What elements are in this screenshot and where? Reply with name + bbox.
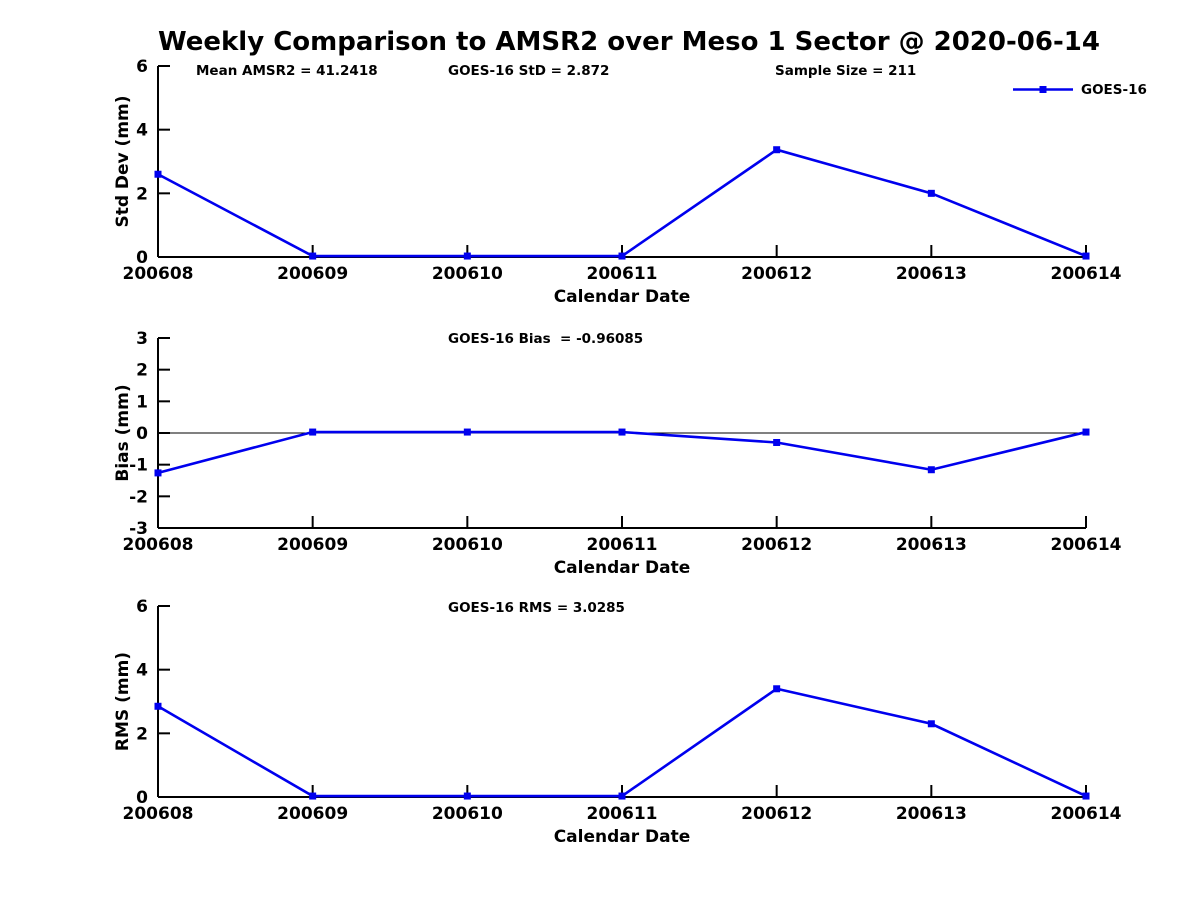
y-tick-label: 2 bbox=[136, 184, 148, 204]
y-tick-label: -3 bbox=[129, 519, 148, 539]
data-point-marker bbox=[1082, 792, 1090, 800]
data-point-marker bbox=[773, 439, 781, 446]
data-line bbox=[157, 687, 1087, 798]
y-tick-label: -2 bbox=[129, 487, 148, 507]
x-axis-label: Calendar Date bbox=[554, 558, 691, 578]
y-tick-label: 3 bbox=[136, 329, 148, 349]
y-tick-label: 2 bbox=[136, 724, 148, 744]
x-tick-label: 200614 bbox=[1051, 535, 1122, 555]
data-point-marker bbox=[927, 720, 935, 728]
data-point-marker bbox=[154, 170, 162, 178]
y-axis-label: RMS (mm) bbox=[113, 652, 133, 751]
legend-marker-sample bbox=[1039, 86, 1047, 93]
y-tick-label: 1 bbox=[136, 392, 148, 412]
y-tick-label: 6 bbox=[136, 597, 148, 617]
y-tick-label: 4 bbox=[136, 121, 148, 141]
x-tick-label: 200608 bbox=[123, 264, 194, 284]
annotation-text: GOES-16 RMS = 3.0285 bbox=[448, 600, 625, 616]
annotation-text: Sample Size = 211 bbox=[775, 63, 916, 79]
data-point-marker bbox=[618, 428, 626, 436]
x-tick-label: 200608 bbox=[123, 804, 194, 824]
x-tick-label: 200613 bbox=[896, 264, 967, 284]
data-point-marker bbox=[309, 428, 317, 436]
data-point-marker bbox=[463, 428, 471, 436]
x-tick-label: 200609 bbox=[277, 804, 348, 824]
annotation-text: GOES-16 Bias = -0.96085 bbox=[448, 331, 643, 347]
y-tick-label: 0 bbox=[136, 248, 148, 268]
y-tick-label: -1 bbox=[129, 456, 148, 476]
x-tick-label: 200614 bbox=[1051, 264, 1122, 284]
y-tick-label: 2 bbox=[136, 361, 148, 381]
x-tick-label: 200610 bbox=[432, 804, 503, 824]
x-tick-label: 200609 bbox=[277, 264, 348, 284]
y-tick-label: 0 bbox=[136, 424, 148, 444]
data-point-marker bbox=[927, 466, 935, 474]
annotation-text: GOES-16 StD = 2.872 bbox=[448, 63, 609, 79]
legend: GOES-16 bbox=[1013, 82, 1147, 98]
data-point-marker bbox=[154, 469, 162, 477]
data-point-marker bbox=[773, 146, 781, 154]
chart-panel-rms: 0 2 4 6 200608 200609 200610 200611 200612 200613… bbox=[113, 597, 1122, 847]
data-point-marker bbox=[463, 252, 471, 260]
data-point-marker bbox=[1082, 252, 1090, 260]
y-tick-label: 0 bbox=[136, 788, 148, 808]
data-point-marker bbox=[463, 792, 471, 800]
x-tick-label: 200610 bbox=[432, 535, 503, 555]
x-tick-label: 200608 bbox=[123, 535, 194, 555]
y-axis-label: Std Dev (mm) bbox=[113, 95, 133, 227]
x-axis-label: Calendar Date bbox=[554, 827, 691, 847]
chart-panel-std-dev: 0 2 4 6 200608 200609 200610 200611 200612 200613… bbox=[113, 57, 1147, 307]
data-point-marker bbox=[154, 702, 162, 710]
data-point-marker bbox=[309, 792, 317, 800]
data-point-marker bbox=[927, 189, 935, 197]
data-line bbox=[157, 430, 1087, 475]
x-tick-label: 200613 bbox=[896, 804, 967, 824]
x-tick-label: 200612 bbox=[741, 535, 812, 555]
x-tick-label: 200609 bbox=[277, 535, 348, 555]
x-tick-label: 200610 bbox=[432, 264, 503, 284]
x-tick-label: 200612 bbox=[741, 804, 812, 824]
data-point-marker bbox=[1082, 428, 1090, 436]
x-tick-label: 200614 bbox=[1051, 804, 1122, 824]
y-axis-label: Bias (mm) bbox=[113, 384, 133, 481]
x-tick-label: 200613 bbox=[896, 535, 967, 555]
data-point-marker bbox=[309, 252, 317, 260]
x-tick-label: 200612 bbox=[741, 264, 812, 284]
data-point-marker bbox=[618, 792, 626, 800]
data-line bbox=[157, 148, 1087, 258]
data-point-marker bbox=[773, 685, 781, 693]
y-tick-label: 4 bbox=[136, 661, 148, 681]
x-tick-label: 200611 bbox=[587, 804, 658, 824]
x-tick-label: 200611 bbox=[587, 264, 658, 284]
chart-panel-bias: -3 -2 -1 0 1 2 3 200608 200609 200610 200611 200612… bbox=[113, 329, 1122, 578]
x-tick-label: 200611 bbox=[587, 535, 658, 555]
data-point-marker bbox=[618, 252, 626, 260]
y-tick-label: 6 bbox=[136, 57, 148, 77]
annotation-text: Mean AMSR2 = 41.2418 bbox=[196, 63, 378, 79]
x-axis-label: Calendar Date bbox=[554, 287, 691, 307]
legend-label: GOES-16 bbox=[1081, 82, 1147, 98]
figure-title: Weekly Comparison to AMSR2 over Meso 1 S… bbox=[158, 27, 1100, 57]
